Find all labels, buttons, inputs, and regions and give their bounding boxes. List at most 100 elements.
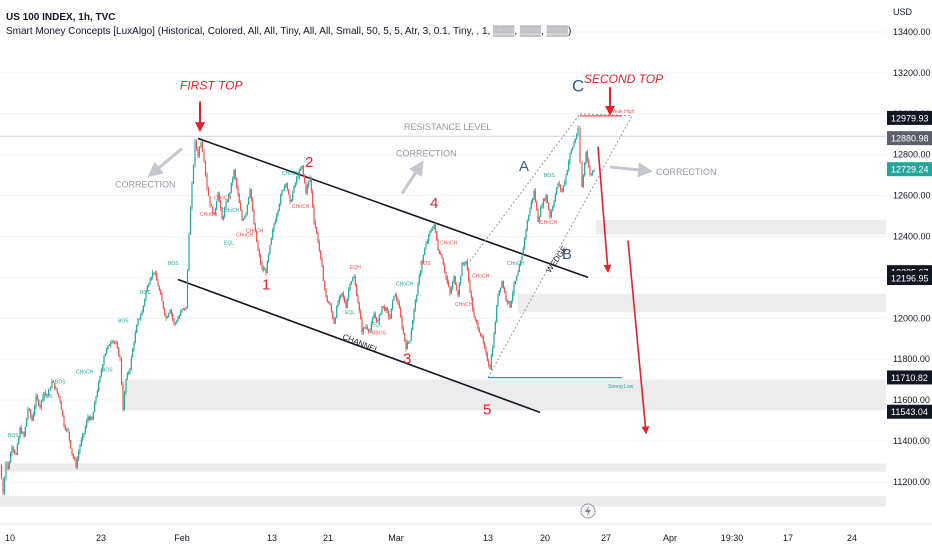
candle-body[interactable] xyxy=(452,281,454,289)
candle-body[interactable] xyxy=(429,231,431,235)
candle-body[interactable] xyxy=(544,199,546,201)
candle-body[interactable] xyxy=(496,305,498,323)
candle-body[interactable] xyxy=(238,194,240,203)
candle-body[interactable] xyxy=(509,301,511,308)
candle-body[interactable] xyxy=(584,162,586,176)
candle-body[interactable] xyxy=(95,396,97,403)
candle-body[interactable] xyxy=(92,412,94,420)
candle-body[interactable] xyxy=(292,192,294,201)
candle-body[interactable] xyxy=(468,269,470,281)
candle-body[interactable] xyxy=(293,185,295,193)
candle-body[interactable] xyxy=(241,210,243,221)
candle-body[interactable] xyxy=(541,205,543,208)
candle-body[interactable] xyxy=(269,244,271,254)
candle-body[interactable] xyxy=(520,260,522,266)
candle-body[interactable] xyxy=(185,307,187,310)
candle-body[interactable] xyxy=(373,314,375,319)
candle-body[interactable] xyxy=(500,287,502,291)
candle-body[interactable] xyxy=(409,340,411,342)
candle-body[interactable] xyxy=(589,167,591,175)
candle-body[interactable] xyxy=(72,454,74,458)
candle-body[interactable] xyxy=(184,308,186,310)
candle-body[interactable] xyxy=(456,284,458,291)
candle-body[interactable] xyxy=(86,420,88,428)
candle-body[interactable] xyxy=(177,318,179,322)
candle-body[interactable] xyxy=(7,461,9,469)
candle-body[interactable] xyxy=(230,182,232,193)
candle-body[interactable] xyxy=(34,406,36,415)
candle-body[interactable] xyxy=(510,300,512,308)
candle-body[interactable] xyxy=(100,370,102,377)
candle-body[interactable] xyxy=(413,309,415,321)
candle-body[interactable] xyxy=(445,271,447,278)
candle-body[interactable] xyxy=(448,282,450,287)
candle-body[interactable] xyxy=(577,127,579,135)
candle-body[interactable] xyxy=(195,140,198,149)
candle-body[interactable] xyxy=(62,409,64,416)
candle-body[interactable] xyxy=(248,197,250,205)
candle-body[interactable] xyxy=(424,249,426,256)
candle-body[interactable] xyxy=(505,291,507,300)
candle-body[interactable] xyxy=(191,183,193,208)
candle-body[interactable] xyxy=(224,208,226,217)
candle-body[interactable] xyxy=(305,183,307,194)
candle-body[interactable] xyxy=(464,263,466,265)
candle-body[interactable] xyxy=(80,439,82,446)
candle-body[interactable] xyxy=(545,194,547,201)
candle-body[interactable] xyxy=(526,220,528,230)
candle-body[interactable] xyxy=(362,327,364,333)
candle-body[interactable] xyxy=(232,178,234,183)
candle-body[interactable] xyxy=(574,138,576,143)
candle-body[interactable] xyxy=(207,188,210,197)
candle-body[interactable] xyxy=(548,203,550,210)
wedge-top-line[interactable] xyxy=(579,113,633,117)
candle-body[interactable] xyxy=(39,405,41,408)
candle-body[interactable] xyxy=(394,295,396,297)
candle-body[interactable] xyxy=(11,447,13,453)
candle-body[interactable] xyxy=(260,255,262,264)
candle-body[interactable] xyxy=(221,208,223,220)
candle-body[interactable] xyxy=(348,289,350,299)
candle-body[interactable] xyxy=(12,447,14,451)
candle-body[interactable] xyxy=(558,183,560,185)
candle-body[interactable] xyxy=(63,415,65,427)
candle-body[interactable] xyxy=(304,174,306,184)
candle-body[interactable] xyxy=(536,201,538,210)
candle-body[interactable] xyxy=(258,250,260,256)
candle-body[interactable] xyxy=(334,317,336,324)
candle-body[interactable] xyxy=(438,250,440,254)
candle-body[interactable] xyxy=(28,408,30,411)
candle-body[interactable] xyxy=(165,314,167,319)
candle-body[interactable] xyxy=(488,360,490,366)
channel-upper-line[interactable] xyxy=(197,137,589,279)
candle-body[interactable] xyxy=(561,189,563,192)
candle-body[interactable] xyxy=(71,448,73,455)
candle-body[interactable] xyxy=(110,343,112,346)
candle-body[interactable] xyxy=(118,347,120,357)
candle-body[interactable] xyxy=(397,299,399,304)
candle-body[interactable] xyxy=(425,243,427,250)
candle-body[interactable] xyxy=(70,440,72,449)
candle-body[interactable] xyxy=(325,288,327,297)
candle-body[interactable] xyxy=(552,206,554,211)
candle-body[interactable] xyxy=(312,191,314,207)
candle-body[interactable] xyxy=(330,304,332,312)
candle-body[interactable] xyxy=(132,349,134,358)
candle-body[interactable] xyxy=(404,333,406,341)
candle-body[interactable] xyxy=(141,311,143,316)
candle-body[interactable] xyxy=(129,369,131,373)
candle-body[interactable] xyxy=(428,234,430,242)
candle-body[interactable] xyxy=(49,388,51,390)
candle-body[interactable] xyxy=(249,189,251,198)
candle-body[interactable] xyxy=(441,254,443,259)
candle-body[interactable] xyxy=(336,306,338,318)
candle-body[interactable] xyxy=(476,319,478,323)
candle-body[interactable] xyxy=(180,311,182,316)
candle-body[interactable] xyxy=(426,241,428,244)
candle-body[interactable] xyxy=(173,319,175,324)
candle-body[interactable] xyxy=(134,332,136,343)
candle-body[interactable] xyxy=(350,281,352,284)
candle-body[interactable] xyxy=(302,165,304,175)
candle-body[interactable] xyxy=(405,340,407,350)
